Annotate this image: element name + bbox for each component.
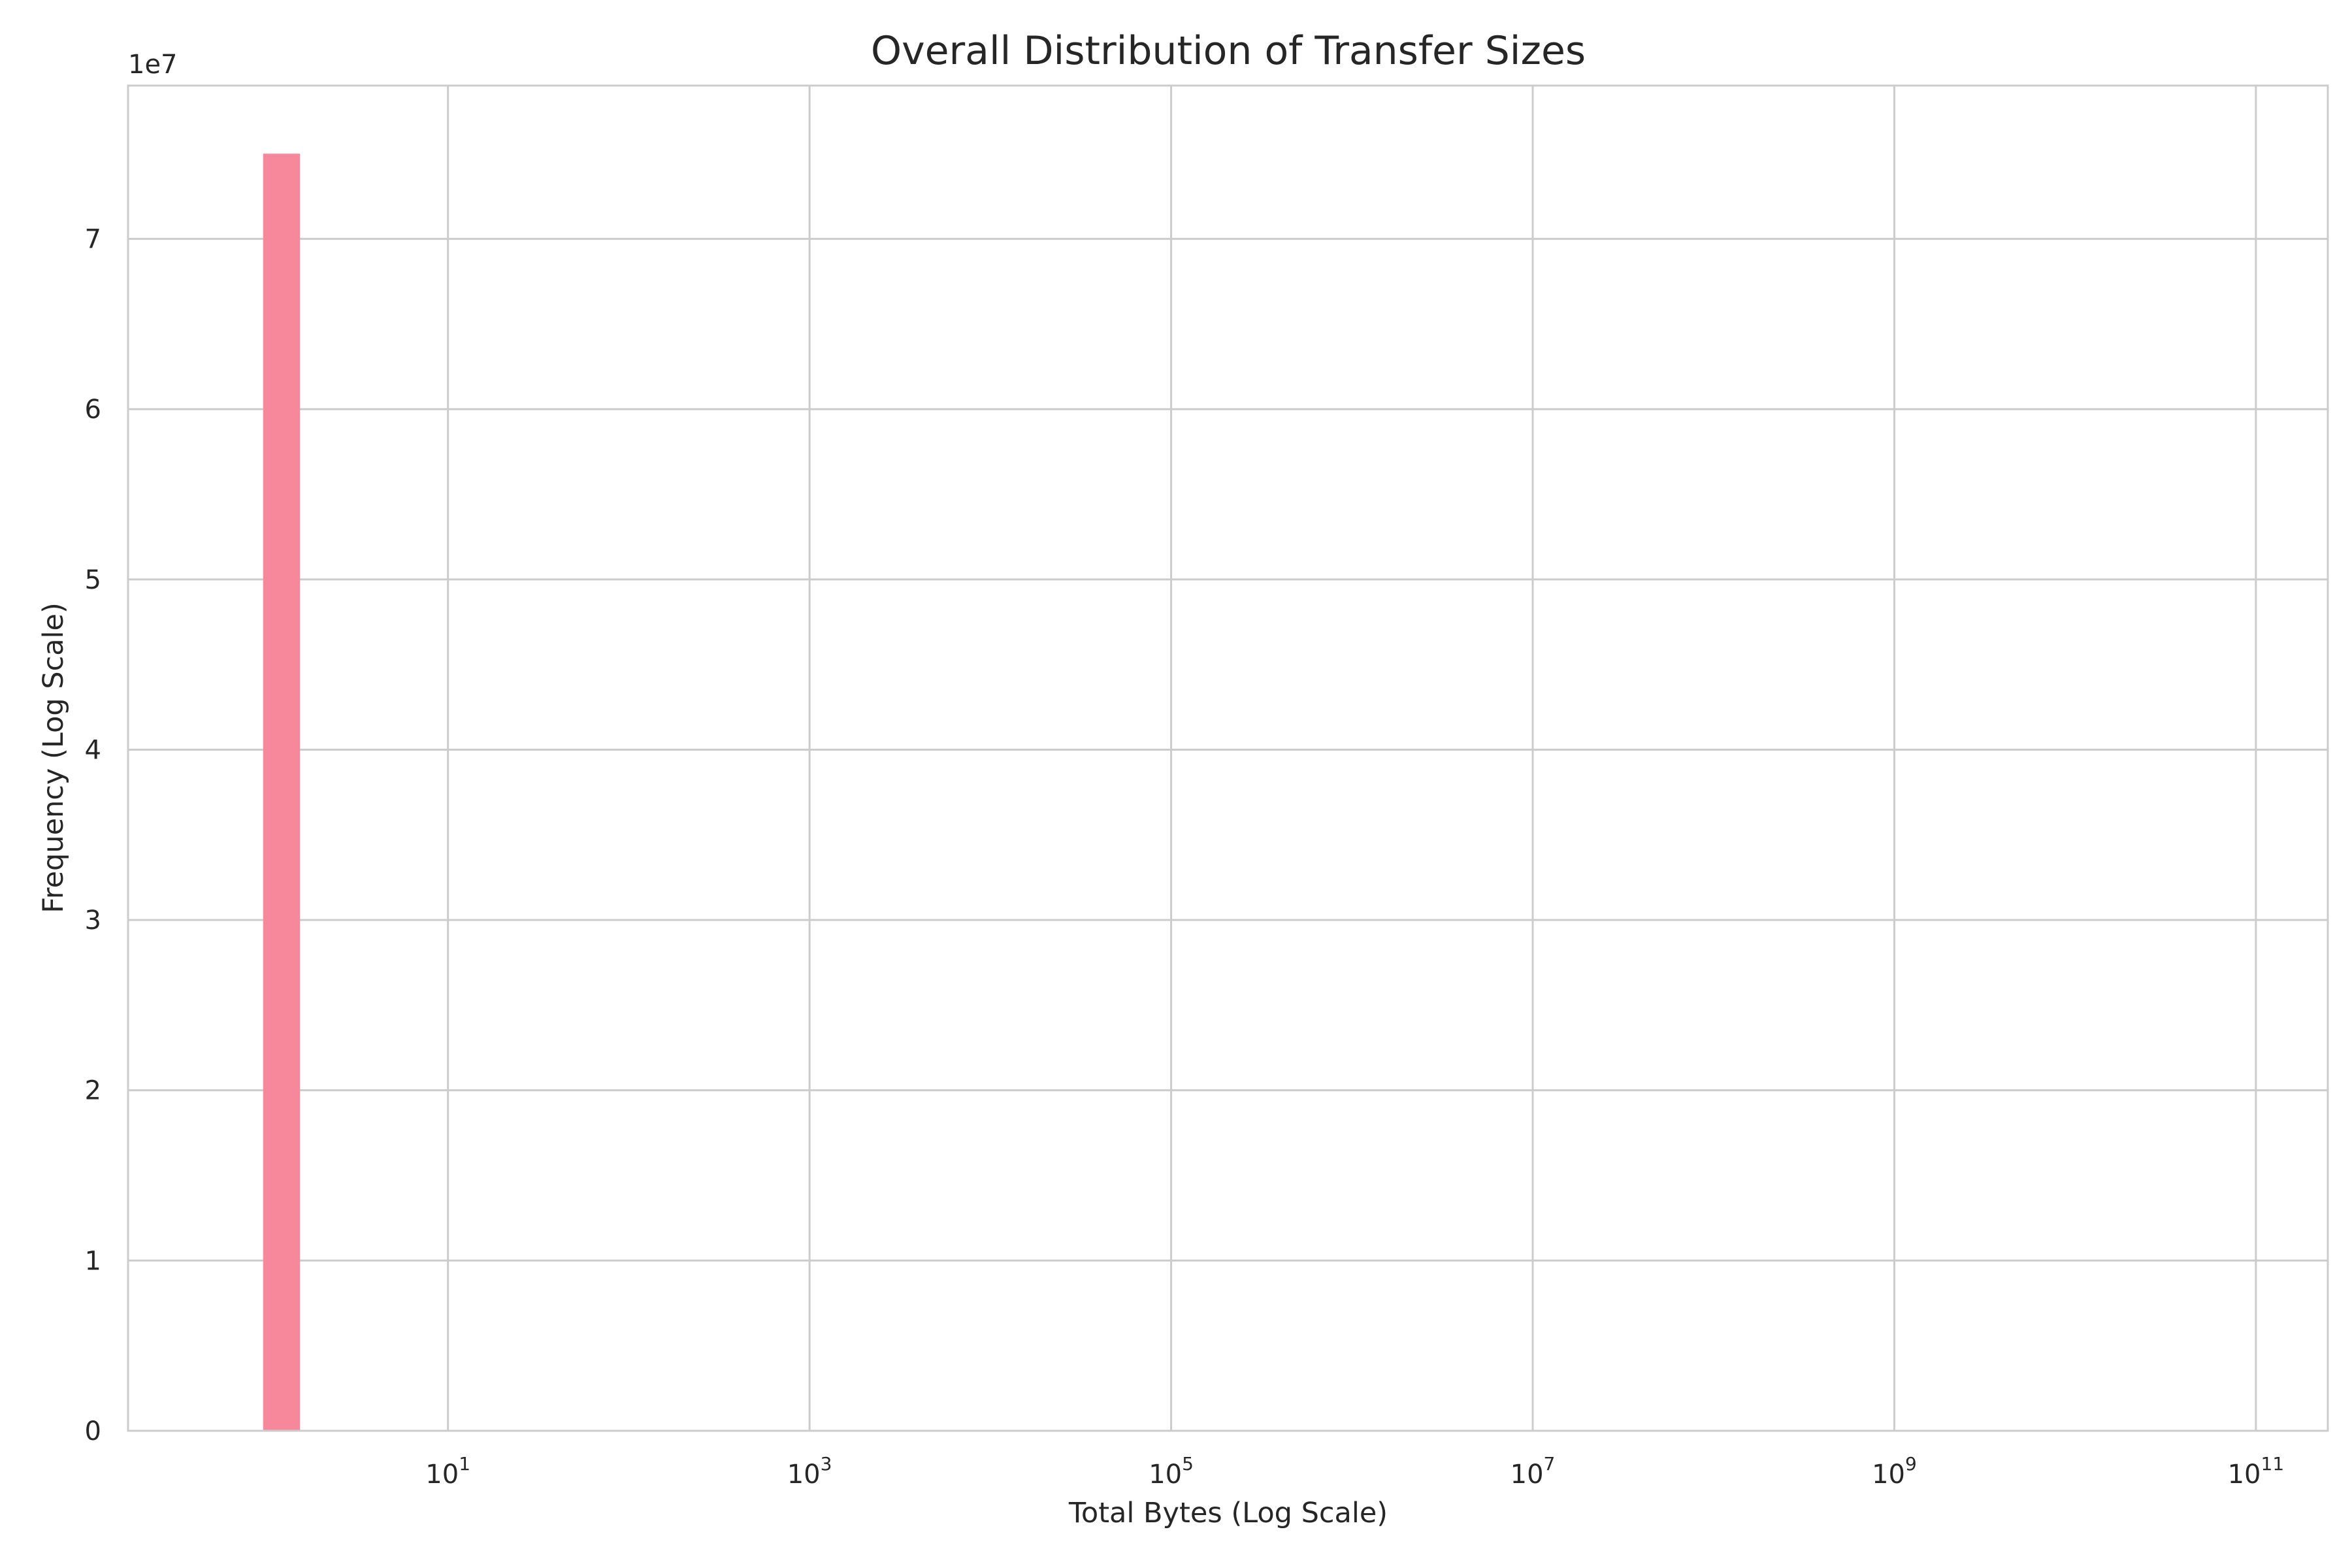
y-tick-label-4: 4 (85, 735, 101, 765)
x-tick-label-0: 101 (425, 1453, 470, 1490)
x-axis-label: Total Bytes (Log Scale) (1068, 1497, 1388, 1529)
y-tick-label-7: 7 (85, 225, 101, 255)
y-tick-label-0: 0 (85, 1416, 101, 1446)
x-tick-label-2: 105 (1149, 1453, 1194, 1490)
x-tick-labels: 101 103 105 107 109 1011 (425, 1453, 2284, 1490)
histogram-bar-0 (263, 154, 301, 1431)
x-tick-label-1: 103 (787, 1453, 832, 1490)
y-tick-label-3: 3 (85, 906, 101, 936)
x-tick-label-4: 109 (1872, 1453, 1917, 1490)
bars (263, 154, 301, 1431)
y-tick-label-2: 2 (85, 1076, 101, 1106)
y-axis-label: Frequency (Log Scale) (37, 602, 70, 913)
x-tick-label-3: 107 (1511, 1453, 1556, 1490)
y-offset-label: 1e7 (128, 50, 178, 80)
plot-frame (127, 84, 2329, 1432)
y-tick-labels: 0 1 2 3 4 5 6 7 (85, 225, 101, 1446)
x-tick-label-5: 1011 (2228, 1453, 2285, 1490)
grid-lines (128, 86, 2328, 1432)
chart-title: Overall Distribution of Transfer Sizes (871, 28, 1586, 74)
y-tick-label-1: 1 (85, 1246, 101, 1276)
y-tick-label-6: 6 (85, 395, 101, 425)
y-tick-label-5: 5 (85, 565, 101, 595)
